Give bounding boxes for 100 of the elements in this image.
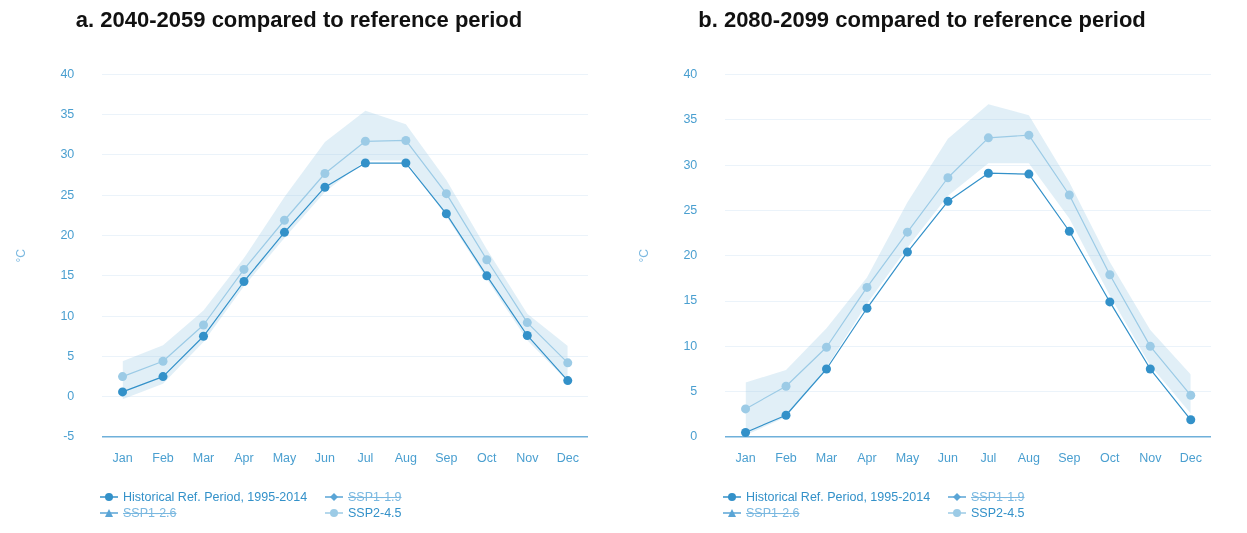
x-tick-label: Feb bbox=[152, 450, 174, 465]
point bbox=[902, 247, 912, 257]
point bbox=[902, 227, 912, 237]
legend-label: SSP1-2.6 bbox=[123, 506, 177, 520]
y-tick-label: 35 bbox=[683, 112, 698, 127]
y-tick-label: 5 bbox=[690, 384, 698, 399]
legend-label: SSP2-4.5 bbox=[971, 506, 1025, 520]
point bbox=[1024, 169, 1034, 179]
x-tick-label: May bbox=[272, 450, 297, 465]
point bbox=[401, 135, 411, 145]
point bbox=[821, 342, 831, 352]
point bbox=[1145, 364, 1155, 374]
point bbox=[821, 364, 831, 374]
point bbox=[441, 189, 451, 199]
point bbox=[1064, 226, 1074, 236]
legend-label: Historical Ref. Period, 1995-2014 bbox=[123, 490, 308, 504]
point bbox=[279, 227, 289, 237]
point bbox=[360, 158, 370, 168]
point bbox=[239, 264, 249, 274]
y-axis-title: °C bbox=[13, 248, 28, 263]
point bbox=[741, 427, 751, 437]
point bbox=[781, 381, 791, 391]
point bbox=[198, 320, 208, 330]
chart-title: b. 2080-2099 compared to reference period bbox=[698, 7, 1146, 33]
point bbox=[741, 404, 751, 414]
point bbox=[1186, 390, 1196, 400]
point bbox=[1024, 130, 1034, 140]
point bbox=[943, 196, 953, 206]
x-tick-label: Dec bbox=[1179, 450, 1202, 465]
point bbox=[198, 331, 208, 341]
x-tick-label: Jan bbox=[112, 450, 133, 465]
point bbox=[118, 372, 128, 382]
y-tick-label: 30 bbox=[683, 157, 698, 172]
point bbox=[118, 387, 128, 397]
x-tick-label: Apr bbox=[857, 450, 877, 465]
point bbox=[781, 410, 791, 420]
x-tick-label: Apr bbox=[234, 450, 254, 465]
x-tick-label: Jun bbox=[314, 450, 336, 465]
point bbox=[482, 271, 492, 281]
point bbox=[158, 356, 168, 366]
legend-label: Historical Ref. Period, 1995-2014 bbox=[746, 490, 931, 504]
legend-label: SSP1-1.9 bbox=[348, 490, 402, 504]
point bbox=[1186, 415, 1196, 425]
x-tick-label: Aug bbox=[1017, 450, 1041, 465]
point bbox=[1145, 341, 1155, 351]
point bbox=[563, 376, 573, 386]
point bbox=[158, 372, 168, 382]
y-tick-label: 35 bbox=[60, 107, 75, 122]
x-tick-label: Jun bbox=[937, 450, 959, 465]
y-tick-label: 5 bbox=[67, 348, 75, 363]
x-tick-label: Nov bbox=[516, 450, 540, 465]
point bbox=[522, 330, 532, 340]
point bbox=[239, 276, 249, 286]
point bbox=[279, 215, 289, 225]
y-tick-label: 15 bbox=[683, 293, 698, 308]
y-tick-label: 0 bbox=[67, 389, 75, 404]
legend-label: SSP1-2.6 bbox=[746, 506, 800, 520]
x-tick-label: Mar bbox=[815, 450, 838, 465]
point bbox=[522, 318, 532, 328]
point bbox=[401, 158, 411, 168]
y-tick-label: 10 bbox=[683, 338, 698, 353]
y-axis-title: °C bbox=[636, 248, 651, 263]
x-tick-label: Jul bbox=[980, 450, 997, 465]
y-tick-label: 0 bbox=[690, 429, 698, 444]
point bbox=[983, 168, 993, 178]
y-tick-label: 30 bbox=[60, 147, 75, 162]
point bbox=[1064, 190, 1074, 200]
point bbox=[320, 169, 330, 179]
y-tick-label: 20 bbox=[683, 248, 698, 263]
x-tick-label: Aug bbox=[394, 450, 418, 465]
point bbox=[943, 173, 953, 183]
point bbox=[862, 303, 872, 313]
point bbox=[563, 358, 573, 368]
y-tick-label: 40 bbox=[60, 66, 75, 81]
y-tick-label: 20 bbox=[60, 228, 75, 243]
point bbox=[1105, 270, 1115, 280]
chart-title: a. 2040-2059 compared to reference period bbox=[75, 7, 523, 33]
x-tick-label: May bbox=[895, 450, 920, 465]
point bbox=[320, 182, 330, 192]
legend-label: SSP1-1.9 bbox=[971, 490, 1025, 504]
y-tick-label: 15 bbox=[60, 268, 75, 283]
x-tick-label: Mar bbox=[192, 450, 215, 465]
x-tick-label: Sep bbox=[1058, 450, 1081, 465]
point bbox=[441, 209, 451, 219]
x-tick-label: Feb bbox=[775, 450, 797, 465]
x-tick-label: Jul bbox=[357, 450, 374, 465]
y-tick-label: -5 bbox=[63, 429, 75, 444]
x-tick-label: Oct bbox=[1100, 450, 1121, 465]
y-tick-label: 25 bbox=[683, 202, 698, 217]
point bbox=[482, 255, 492, 265]
x-tick-label: Oct bbox=[477, 450, 498, 465]
x-tick-label: Sep bbox=[435, 450, 458, 465]
point bbox=[983, 133, 993, 143]
x-tick-label: Dec bbox=[556, 450, 579, 465]
point bbox=[862, 282, 872, 292]
y-tick-label: 10 bbox=[60, 308, 75, 323]
y-tick-label: 40 bbox=[683, 66, 698, 81]
y-tick-label: 25 bbox=[60, 187, 75, 202]
legend-label: SSP2-4.5 bbox=[348, 506, 402, 520]
x-tick-label: Jan bbox=[735, 450, 756, 465]
